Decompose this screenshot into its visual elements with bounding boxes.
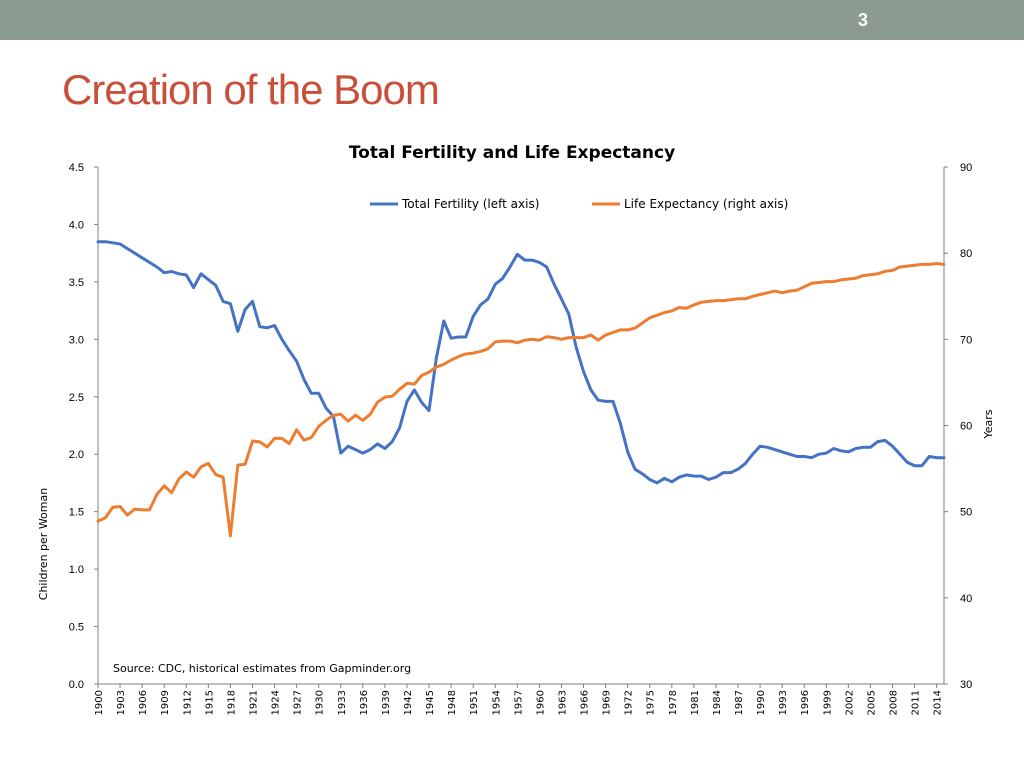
- x-tick-label: 1951: [469, 690, 480, 715]
- legend-label-life-expectancy: Life Expectancy (right axis): [624, 197, 788, 211]
- y-tick-left-label: 1.0: [69, 564, 84, 576]
- x-tick-label: 1978: [668, 690, 679, 715]
- y-tick-left-label: 2.5: [69, 392, 84, 404]
- y-tick-left-label: 3.0: [69, 334, 84, 346]
- x-tick-label: 1939: [381, 690, 392, 715]
- y-tick-right-label: 60: [960, 421, 972, 433]
- x-tick-label: 1921: [248, 690, 259, 715]
- x-tick-label: 1987: [734, 690, 745, 715]
- x-tick-label: 1990: [756, 690, 767, 715]
- x-tick-label: 1975: [646, 690, 657, 715]
- chart-title: Total Fertility and Life Expectancy: [349, 143, 675, 163]
- x-tick-label: 1966: [580, 690, 591, 715]
- x-tick-label: 1933: [337, 690, 348, 715]
- y-tick-left-label: 4.0: [69, 219, 84, 231]
- x-tick-label: 1903: [116, 690, 127, 715]
- chart-legend: Total Fertility (left axis) Life Expecta…: [370, 197, 788, 211]
- x-tick-label: 1927: [293, 690, 304, 715]
- y-tick-right-label: 40: [960, 593, 972, 605]
- x-tick-label: 1909: [160, 690, 171, 715]
- x-tick-label: 1915: [204, 690, 215, 715]
- y-tick-right-label: 70: [960, 334, 972, 346]
- series-line-life-expectancy: [96, 262, 946, 538]
- x-tick-label: 1936: [359, 690, 370, 715]
- y-tick-left-label: 0.5: [69, 622, 84, 634]
- x-tick-label: 2011: [911, 690, 922, 715]
- x-tick-label: 2002: [844, 690, 855, 715]
- x-tick-label: 1954: [491, 690, 502, 715]
- x-tick-label: 1963: [557, 690, 568, 715]
- legend-label-fertility: Total Fertility (left axis): [401, 197, 539, 211]
- x-tick-label: 1999: [822, 690, 833, 715]
- y-tick-right-label: 50: [960, 507, 972, 519]
- x-tick-label: 1960: [535, 690, 546, 715]
- y-tick-left-label: 1.5: [69, 507, 84, 519]
- x-tick-label: 1957: [513, 690, 524, 715]
- y-tick-right-label: 90: [960, 162, 972, 174]
- y-tick-right-label: 30: [960, 679, 972, 691]
- x-tick-label: 1981: [690, 690, 701, 715]
- x-tick-label: 1972: [624, 690, 635, 715]
- x-tick-label: 1969: [602, 690, 613, 715]
- fertility-life-expectancy-chart: Total Fertility and Life Expectancy Tota…: [37, 143, 995, 715]
- y-tick-left-label: 4.5: [69, 162, 84, 174]
- x-tick-label: 1900: [94, 690, 105, 715]
- y-tick-left-label: 2.0: [69, 449, 84, 461]
- x-tick-label: 1945: [425, 690, 436, 715]
- x-tick-label: 2008: [889, 690, 900, 715]
- x-tick-label: 1930: [315, 690, 326, 715]
- y-tick-left-label: 3.5: [69, 277, 84, 289]
- series-line-fertility: [96, 240, 946, 485]
- y-tick-left-label: 0.0: [69, 679, 84, 691]
- y-tick-right-label: 80: [960, 248, 972, 260]
- top-banner: [0, 0, 1024, 40]
- x-tick-label: 1942: [403, 690, 414, 715]
- x-tick-label: 2005: [866, 690, 877, 715]
- x-tick-label: 1948: [447, 690, 458, 715]
- x-tick-label: 1993: [778, 690, 789, 715]
- x-tick-label: 2014: [933, 690, 944, 715]
- x-tick-label: 1996: [800, 690, 811, 715]
- y-axis-label-right: Years: [982, 409, 995, 439]
- x-tick-label: 1912: [182, 690, 193, 715]
- x-tick-label: 1924: [271, 690, 282, 715]
- x-tick-label: 1918: [226, 690, 237, 715]
- x-tick-label: 1984: [712, 690, 723, 715]
- slide-number: 3: [858, 10, 869, 30]
- slide-title: Creation of the Boom: [62, 66, 440, 113]
- chart-source-note: Source: CDC, historical estimates from G…: [113, 662, 411, 675]
- y-axis-label-left: Children per Woman: [37, 488, 50, 600]
- x-tick-label: 1906: [138, 690, 149, 715]
